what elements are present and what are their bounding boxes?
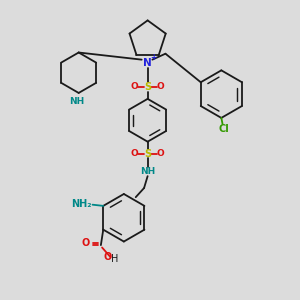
Text: O: O (157, 149, 165, 158)
Text: O: O (104, 252, 112, 262)
Text: NH: NH (69, 97, 84, 106)
Text: +: + (150, 53, 157, 62)
Text: O: O (157, 82, 165, 91)
Text: NH₂: NH₂ (72, 199, 92, 208)
Text: Cl: Cl (218, 124, 229, 134)
Text: S: S (144, 82, 151, 92)
Text: O: O (131, 82, 138, 91)
Text: N: N (143, 58, 152, 68)
Text: O: O (81, 238, 89, 248)
Text: S: S (144, 148, 151, 159)
Text: H: H (112, 254, 119, 264)
Text: NH: NH (140, 167, 155, 176)
Text: O: O (131, 149, 138, 158)
